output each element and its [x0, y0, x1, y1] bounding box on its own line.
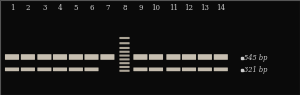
Text: 1: 1	[10, 4, 14, 12]
FancyBboxPatch shape	[198, 54, 212, 60]
FancyBboxPatch shape	[133, 67, 148, 71]
FancyBboxPatch shape	[119, 70, 130, 72]
FancyBboxPatch shape	[119, 42, 130, 44]
FancyBboxPatch shape	[119, 47, 130, 49]
FancyBboxPatch shape	[69, 54, 83, 60]
FancyBboxPatch shape	[69, 67, 83, 71]
Text: 545 bp: 545 bp	[244, 54, 267, 62]
Text: 10: 10	[152, 4, 160, 12]
FancyBboxPatch shape	[119, 55, 130, 57]
FancyBboxPatch shape	[5, 67, 19, 71]
FancyBboxPatch shape	[182, 67, 196, 71]
FancyBboxPatch shape	[166, 54, 181, 60]
FancyBboxPatch shape	[149, 54, 163, 60]
FancyBboxPatch shape	[119, 37, 130, 39]
FancyBboxPatch shape	[85, 54, 98, 60]
FancyBboxPatch shape	[38, 54, 52, 60]
FancyBboxPatch shape	[21, 67, 35, 71]
FancyBboxPatch shape	[133, 54, 148, 60]
FancyBboxPatch shape	[119, 62, 130, 64]
Text: 8: 8	[122, 4, 127, 12]
FancyBboxPatch shape	[182, 54, 196, 60]
Text: 2: 2	[26, 4, 30, 12]
FancyBboxPatch shape	[166, 67, 181, 71]
Text: 14: 14	[216, 4, 225, 12]
FancyBboxPatch shape	[100, 54, 115, 60]
Text: 5: 5	[74, 4, 78, 12]
Text: 3: 3	[42, 4, 46, 12]
Text: 321 bp: 321 bp	[244, 66, 267, 74]
Text: 6: 6	[89, 4, 94, 12]
FancyBboxPatch shape	[53, 54, 67, 60]
FancyBboxPatch shape	[85, 67, 98, 71]
Text: 12: 12	[184, 4, 194, 12]
FancyBboxPatch shape	[198, 67, 212, 71]
Text: 13: 13	[200, 4, 209, 12]
FancyBboxPatch shape	[119, 51, 130, 53]
FancyBboxPatch shape	[5, 54, 19, 60]
FancyBboxPatch shape	[119, 66, 130, 68]
FancyBboxPatch shape	[38, 67, 52, 71]
FancyBboxPatch shape	[119, 58, 130, 60]
Text: 4: 4	[58, 4, 62, 12]
Text: 9: 9	[138, 4, 143, 12]
FancyBboxPatch shape	[53, 67, 67, 71]
FancyBboxPatch shape	[149, 67, 163, 71]
FancyBboxPatch shape	[214, 54, 228, 60]
Text: 11: 11	[169, 4, 178, 12]
FancyBboxPatch shape	[21, 54, 35, 60]
Text: 7: 7	[105, 4, 110, 12]
FancyBboxPatch shape	[214, 67, 228, 71]
